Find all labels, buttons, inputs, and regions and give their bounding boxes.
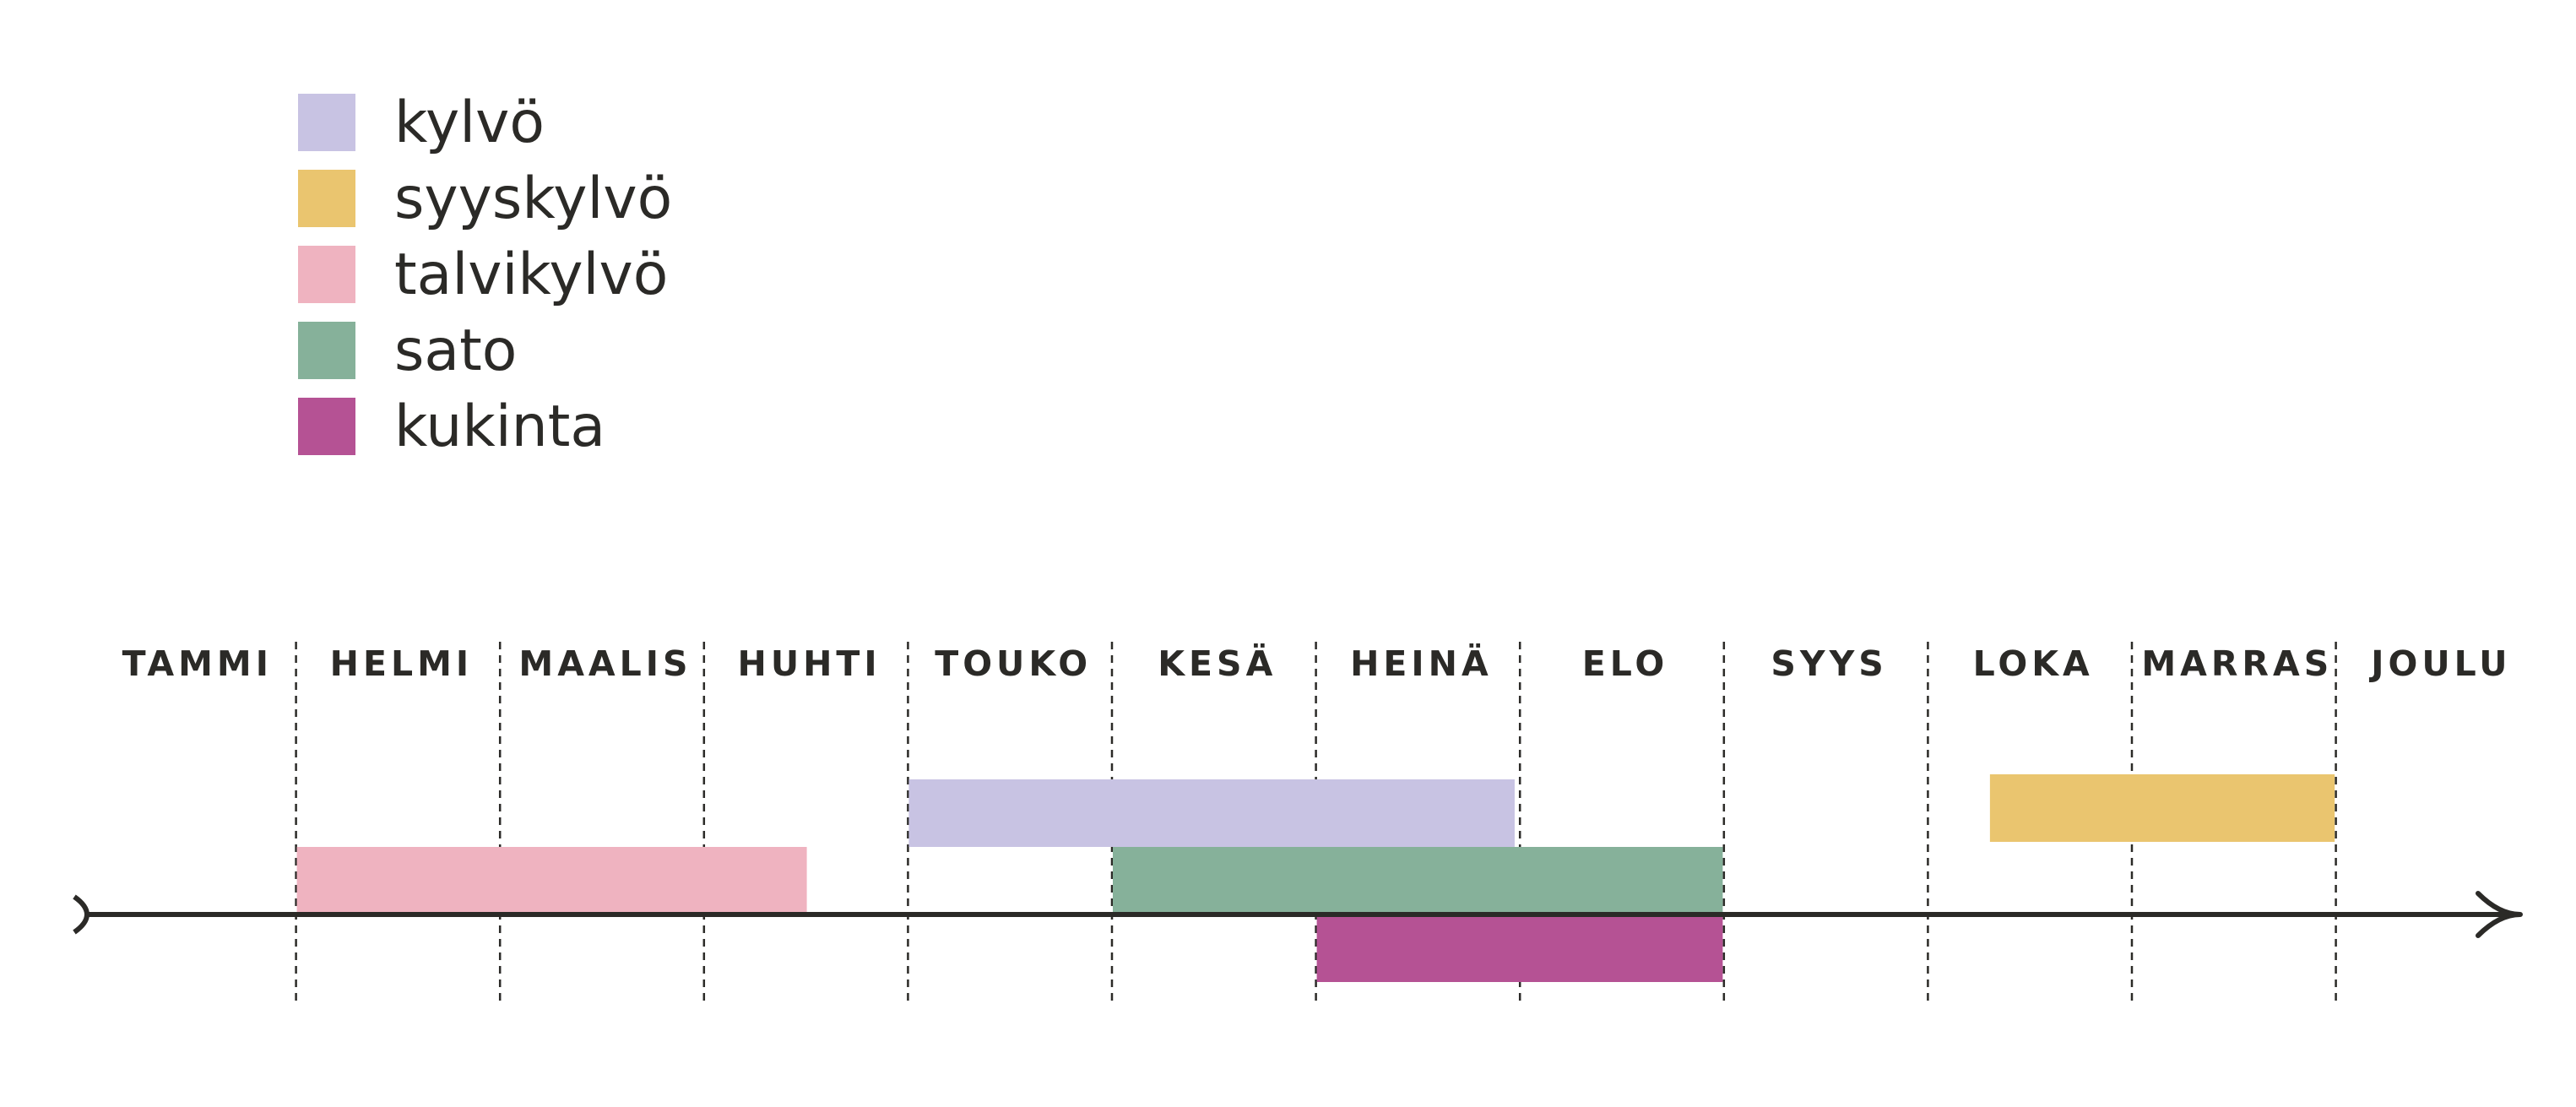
bar-kylvo: [908, 779, 1515, 847]
legend-swatch-kukinta: [298, 398, 355, 455]
month-label: HELMI: [330, 643, 474, 684]
legend-swatch-kylvo: [298, 94, 355, 151]
legend-label-syyskylvo: syyskylvö: [394, 165, 673, 232]
month-label: HEINÄ: [1350, 643, 1493, 684]
month-label: SYYS: [1771, 643, 1887, 684]
axis-arrow-icon: [2476, 891, 2523, 938]
legend-swatch-sato: [298, 322, 355, 379]
time-axis: [73, 891, 2523, 938]
bar-talvikylvo: [296, 847, 807, 914]
legend-swatch-syyskylvo: [298, 170, 355, 227]
legend-swatch-talvikylvo: [298, 246, 355, 303]
legend-item-syyskylvo: syyskylvö: [298, 160, 672, 236]
legend-label-kylvo: kylvö: [394, 89, 545, 156]
legend-item-sato: sato: [298, 312, 672, 388]
bar-sato: [1113, 847, 1723, 914]
month-labels: TAMMI HELMI MAALIS HUHTI TOUKO KESÄ HEINÄ ELO SY…: [122, 643, 2511, 684]
legend: kylvö syyskylvö talvikylvö sato kukinta: [298, 84, 672, 464]
month-label: ELO: [1582, 643, 1669, 684]
month-label: MARRAS: [2141, 643, 2333, 684]
legend-label-kukinta: kukinta: [394, 393, 606, 460]
legend-item-kukinta: kukinta: [298, 388, 672, 464]
month-label: KESÄ: [1158, 643, 1277, 684]
legend-label-sato: sato: [394, 317, 518, 384]
month-label: HUHTI: [738, 643, 881, 684]
month-label: TOUKO: [935, 643, 1092, 684]
legend-item-kylvo: kylvö: [298, 84, 672, 160]
month-label: TAMMI: [122, 643, 273, 684]
bar-kukinta: [1316, 914, 1723, 982]
legend-label-talvikylvo: talvikylvö: [394, 241, 669, 308]
month-label: JOULU: [2368, 643, 2511, 684]
month-label: MAALIS: [518, 643, 691, 684]
month-dividers: [295, 642, 2337, 1005]
bar-syyskylvo: [1989, 774, 2335, 842]
month-label: LOKA: [1973, 643, 2094, 684]
legend-item-talvikylvo: talvikylvö: [298, 236, 672, 312]
activity-bars: [296, 774, 2335, 982]
axis-start-icon: [73, 894, 89, 935]
